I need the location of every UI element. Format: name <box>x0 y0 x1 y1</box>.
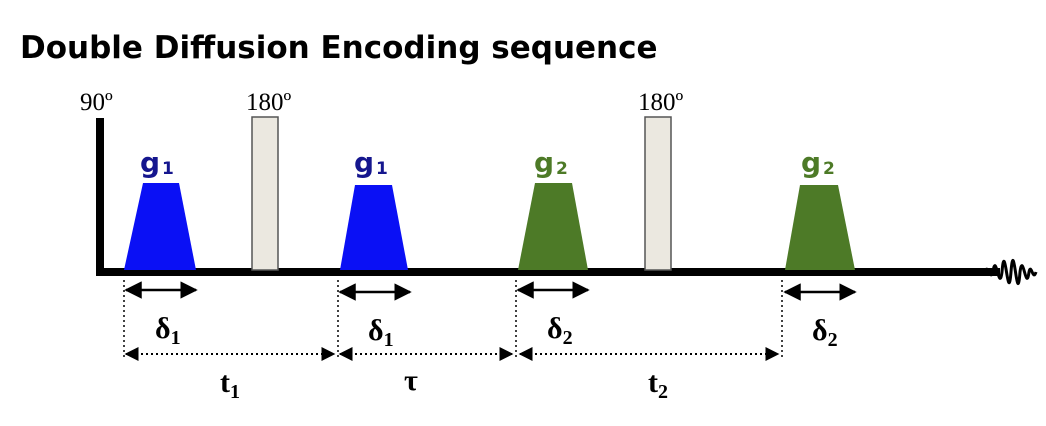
echo-signal <box>983 259 1038 285</box>
rf-label: 180º <box>246 89 292 116</box>
gradient <box>340 185 408 270</box>
duration-label: δ2 <box>812 314 838 351</box>
duration-arrows <box>124 281 857 301</box>
gradient <box>124 183 196 270</box>
duration-label: δ1 <box>368 314 394 351</box>
title: Double Diffusion Encoding sequence <box>20 30 658 66</box>
gradient <box>518 183 588 270</box>
pulse-180 <box>644 116 672 271</box>
interval-label: τ <box>404 364 418 397</box>
rf-label: 90º <box>80 89 113 116</box>
pulse-180 <box>251 116 279 271</box>
duration-label: δ2 <box>547 312 573 349</box>
gradient <box>785 185 855 270</box>
rf-label: 180º <box>638 89 684 116</box>
interval-label: t2 <box>648 366 668 403</box>
guides <box>123 280 783 358</box>
duration-label: δ1 <box>155 312 181 349</box>
interval-label: t1 <box>220 366 240 403</box>
